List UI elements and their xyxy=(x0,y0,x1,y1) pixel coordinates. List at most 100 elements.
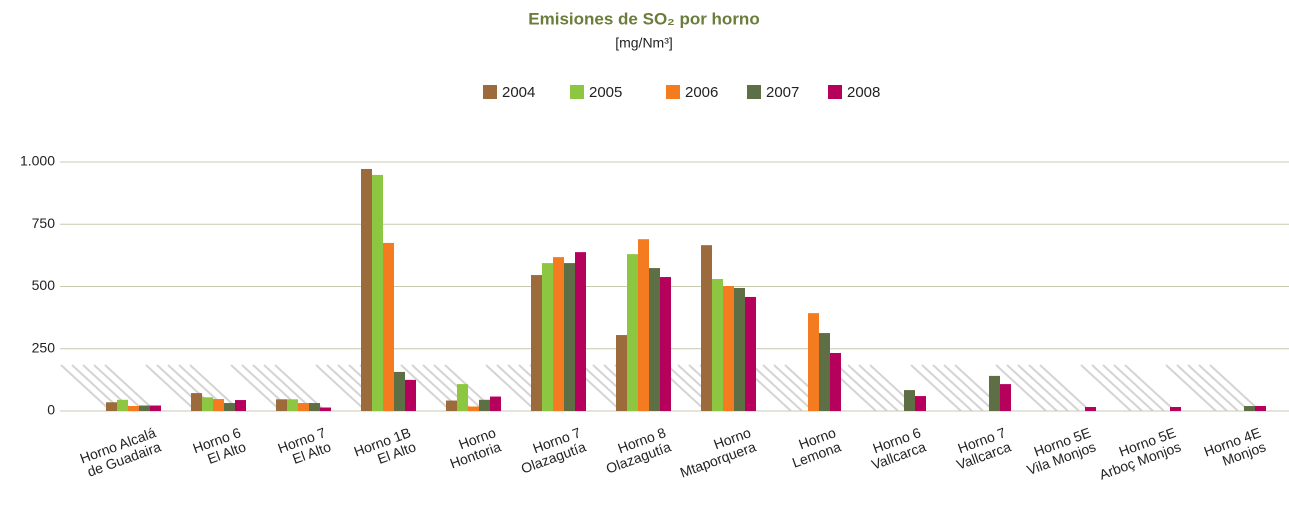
y-tick-label: 0 xyxy=(47,402,55,418)
decoration xyxy=(943,364,995,412)
x-tick-label: Horno 6El Alto xyxy=(191,424,249,467)
decoration xyxy=(858,364,910,412)
decoration xyxy=(910,364,962,412)
bar xyxy=(712,279,723,411)
decoration xyxy=(1124,364,1176,412)
bar xyxy=(1255,406,1266,411)
bar xyxy=(309,403,320,411)
bar xyxy=(361,168,372,411)
legend-swatch xyxy=(570,85,584,99)
decoration xyxy=(1039,364,1091,412)
bar xyxy=(701,245,712,411)
decoration xyxy=(995,364,1047,412)
bar xyxy=(553,257,564,411)
decoration xyxy=(932,364,984,412)
bar xyxy=(649,268,660,411)
y-tick-label: 1.000 xyxy=(20,153,55,169)
legend-swatch xyxy=(483,85,497,99)
decoration xyxy=(1165,364,1217,412)
decoration xyxy=(145,364,197,412)
bar xyxy=(531,275,542,411)
bar xyxy=(117,399,128,411)
bar xyxy=(191,393,202,411)
decoration xyxy=(921,364,973,412)
bar xyxy=(830,352,841,411)
decoration xyxy=(1080,364,1132,412)
bar xyxy=(106,402,117,411)
bar xyxy=(235,400,246,411)
legend-label: 2005 xyxy=(589,84,622,101)
decoration xyxy=(847,364,899,412)
chart-title: Emisiones de SO₂ por horno xyxy=(528,9,759,28)
bar xyxy=(1170,407,1181,411)
legend-label: 2007 xyxy=(766,84,799,101)
legend-label: 2008 xyxy=(847,84,880,101)
bar xyxy=(564,263,575,411)
bar xyxy=(904,390,915,411)
bar xyxy=(213,399,224,411)
bar xyxy=(405,379,416,411)
decoration xyxy=(836,364,888,412)
bar xyxy=(287,399,298,411)
decoration xyxy=(1113,364,1165,412)
decoration xyxy=(230,364,282,412)
bar xyxy=(989,375,1000,411)
decoration xyxy=(1017,364,1069,412)
bar xyxy=(723,286,734,411)
legend-swatch xyxy=(747,85,761,99)
bar xyxy=(394,371,405,411)
decoration xyxy=(485,364,537,412)
decoration xyxy=(400,364,452,412)
bar xyxy=(139,405,150,411)
bar xyxy=(638,239,649,411)
decoration xyxy=(1028,364,1080,412)
decoration xyxy=(315,364,367,412)
bar xyxy=(202,397,213,411)
x-tick-label: Horno 7El Alto xyxy=(276,424,334,467)
bar xyxy=(298,403,309,411)
bar xyxy=(616,335,627,411)
decoration xyxy=(1091,364,1143,412)
bar xyxy=(745,296,756,411)
y-tick-label: 500 xyxy=(32,277,56,293)
decoration xyxy=(1176,364,1228,412)
legend: 2004 2005 2006 2007 2008 xyxy=(483,84,880,101)
bar xyxy=(575,252,586,411)
bar xyxy=(1244,406,1255,411)
bar xyxy=(457,384,468,411)
bar xyxy=(479,399,490,411)
y-tick-label: 750 xyxy=(32,215,56,231)
bar xyxy=(372,174,383,411)
bar xyxy=(446,400,457,411)
decoration xyxy=(762,364,814,412)
bar xyxy=(1085,407,1096,411)
decoration xyxy=(1006,364,1058,412)
legend-swatch xyxy=(828,85,842,99)
bar xyxy=(320,407,331,411)
y-tick-label: 250 xyxy=(32,339,56,355)
decoration xyxy=(60,364,112,412)
legend-label: 2006 xyxy=(685,84,718,101)
decoration xyxy=(93,364,145,412)
bar xyxy=(808,313,819,411)
chart-subtitle: [mg/Nm³] xyxy=(615,35,673,51)
decoration xyxy=(104,364,156,412)
legend-swatch xyxy=(666,85,680,99)
bar xyxy=(660,277,671,411)
bar xyxy=(819,333,830,411)
decoration xyxy=(1102,364,1154,412)
decoration xyxy=(751,364,803,412)
